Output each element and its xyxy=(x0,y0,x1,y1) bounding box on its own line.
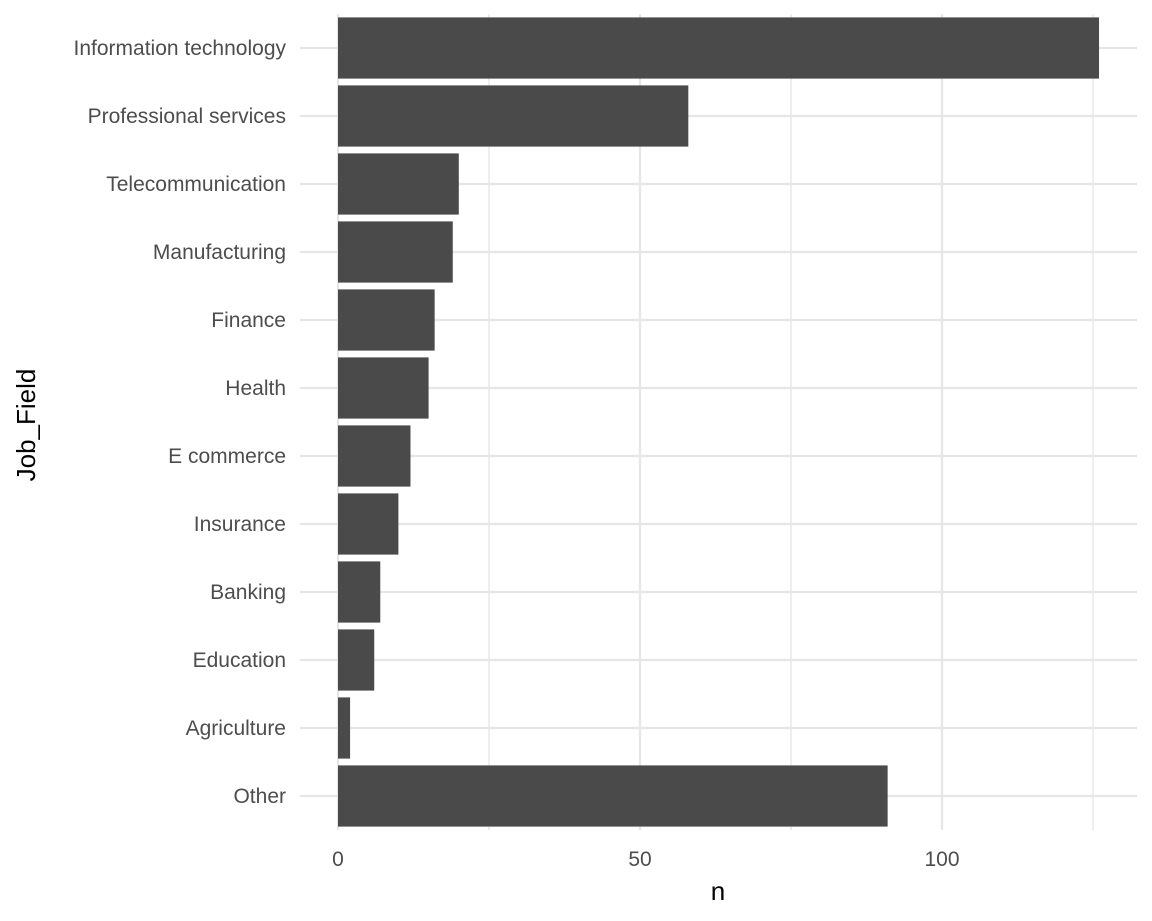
y-tick-label: Professional services xyxy=(88,105,286,128)
y-tick-label: Insurance xyxy=(194,513,286,536)
bar xyxy=(338,425,411,487)
x-tick-label: 100 xyxy=(924,848,959,871)
x-axis-tick-labels: 0 50 100 xyxy=(332,848,959,871)
bar xyxy=(338,493,399,555)
bar xyxy=(338,17,1100,79)
y-tick-label: Finance xyxy=(211,309,286,332)
y-axis-title: Job_Field xyxy=(11,369,41,482)
x-axis-title: n xyxy=(711,876,725,906)
bar xyxy=(338,85,689,147)
bar xyxy=(338,765,888,827)
x-tick-label: 50 xyxy=(628,848,651,871)
bars xyxy=(338,17,1100,827)
y-tick-label: Agriculture xyxy=(186,717,286,740)
bar xyxy=(338,153,459,215)
y-tick-label: Information technology xyxy=(74,37,287,60)
y-tick-label: Manufacturing xyxy=(153,241,286,264)
y-tick-label: Health xyxy=(225,377,286,400)
bar xyxy=(338,357,429,419)
bar xyxy=(338,221,453,283)
y-tick-label: Telecommunication xyxy=(106,173,286,196)
y-tick-label: E commerce xyxy=(168,445,286,468)
x-tick-label: 0 xyxy=(332,848,344,871)
bar xyxy=(338,629,375,691)
bar xyxy=(338,561,381,623)
y-tick-label: Banking xyxy=(210,581,286,604)
bar xyxy=(338,289,435,351)
bar xyxy=(338,697,351,759)
y-axis-tick-labels: Information technology Professional servi… xyxy=(74,37,287,808)
y-tick-label: Other xyxy=(233,785,286,808)
y-tick-label: Education xyxy=(193,649,286,672)
